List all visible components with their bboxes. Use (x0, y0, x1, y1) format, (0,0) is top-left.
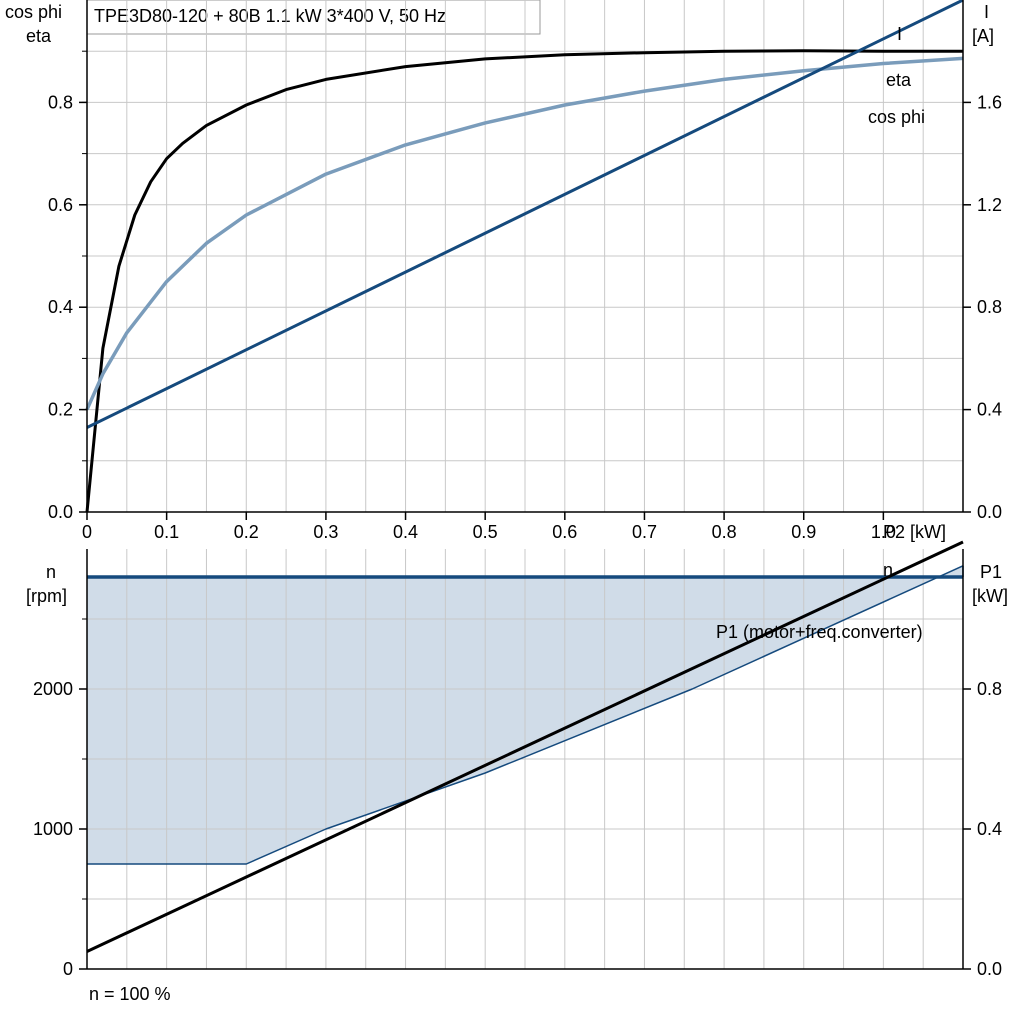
top-x-tick-label: 0.2 (234, 522, 259, 542)
bottom-axes: 0 1000 2000 0.0 0.4 0.8 (33, 549, 1002, 979)
top-left-tick-label: 0.6 (48, 195, 73, 215)
bottom-grid (87, 549, 963, 969)
bottom-left-axis-label-1: n (46, 562, 56, 582)
top-series-0 (85, 49, 963, 513)
top-x-tick-label: 0 (82, 522, 92, 542)
top-x-tick-label: 0.5 (473, 522, 498, 542)
bottom-left-tick-label: 0 (63, 959, 73, 979)
top-left-tick-label: 0.2 (48, 400, 73, 420)
bottom-left-tick-label: 1000 (33, 819, 73, 839)
top-x-tick-label: 0.8 (712, 522, 737, 542)
bottom-right-axis-label-1: P1 (980, 562, 1002, 582)
top-grid (87, 0, 963, 512)
footer-speed-note: n = 100 % (89, 984, 171, 1004)
series-label-cosphi: cos phi (868, 107, 925, 127)
top-axes: 0.0 0.2 0.4 0.6 0.8 0.0 0.4 0.8 1.2 1.6 0 0.1 0.2 0.3… (48, 0, 1002, 542)
top-left-tick-label: 0.0 (48, 502, 73, 522)
top-right-tick-label: 1.2 (977, 195, 1002, 215)
series-label-I: I (897, 24, 902, 44)
top-left-axis-label-2: eta (26, 26, 52, 46)
series-label-p1: P1 (motor+freq.converter) (716, 622, 923, 642)
top-right-tick-label: 0.0 (977, 502, 1002, 522)
bottom-right-tick-label: 0.0 (977, 959, 1002, 979)
top-left-tick-label: 0.8 (48, 92, 73, 112)
top-right-tick-label: 1.6 (977, 92, 1002, 112)
top-x-tick-label: 0.7 (632, 522, 657, 542)
bottom-right-tick-label: 0.4 (977, 819, 1002, 839)
top-left-tick-label: 0.4 (48, 297, 73, 317)
top-right-axis-label-1: I (984, 2, 989, 22)
bottom-right-tick-label: 0.8 (977, 679, 1002, 699)
top-series (85, 0, 964, 513)
top-x-tick-label: 0.6 (552, 522, 577, 542)
chart-title: TPE3D80-120 + 80B 1.1 kW 3*400 V, 50 Hz (94, 6, 446, 26)
top-right-tick-label: 0.4 (977, 400, 1002, 420)
bottom-series-2 (86, 540, 964, 953)
top-left-axis-label-1: cos phi (5, 2, 62, 22)
bottom-right-axis-label-2: [kW] (972, 586, 1008, 606)
top-x-tick-label: 0.3 (313, 522, 338, 542)
series-label-n: n (883, 560, 893, 580)
bottom-left-tick-label: 2000 (33, 679, 73, 699)
top-x-tick-label: 1.0 (871, 522, 896, 542)
title-box (86, 0, 541, 35)
top-x-tick-label: 0.9 (791, 522, 816, 542)
series-label-eta: eta (886, 70, 912, 90)
x-axis-label: P2 [kW] (883, 522, 946, 542)
top-series-2 (86, 0, 964, 429)
top-series-1 (85, 56, 964, 411)
top-x-tick-label: 0.1 (154, 522, 179, 542)
top-x-tick-label: 0.4 (393, 522, 418, 542)
top-right-axis-label-2: [A] (972, 26, 994, 46)
top-right-tick-label: 0.8 (977, 297, 1002, 317)
bottom-series (86, 540, 964, 953)
bottom-left-axis-label-2: [rpm] (26, 586, 67, 606)
